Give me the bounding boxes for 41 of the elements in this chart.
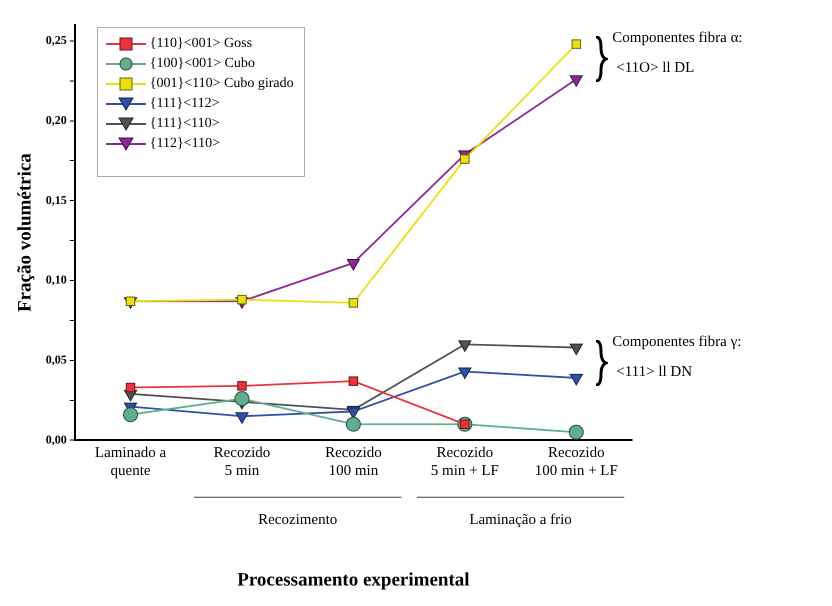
legend-label: {100}<001> Cubo [150,56,255,72]
point [568,424,584,440]
y-tick-label: 0,10 [46,272,67,287]
x-tick-label: Recozido 100 min + LF [534,445,618,480]
y-axis-title: Fração volumétrica [14,152,36,312]
x-axis-title: Processamento experimental [237,570,470,591]
point [346,416,361,432]
point [237,381,247,391]
y-tick-label: 0,00 [46,432,67,446]
annotation: <111> ll DN [616,364,692,381]
legend-label: {001}<110> Cubo girado [150,76,294,92]
annotation: <11O> ll DL [616,60,694,78]
text: Laminação a frio [469,512,572,528]
point [123,407,138,422]
annotation: Componentes fibra γ: [612,334,742,351]
point [570,344,583,356]
y-tick-label: 0,20 [46,112,67,127]
y-tick-label: 0,05 [46,352,67,366]
legend-label: {111}<110> [150,116,220,132]
x-tick-label: Recozido 100 min [325,445,382,480]
y-tick-label: 0,25 [46,33,67,48]
point [570,374,583,386]
point [458,368,472,380]
point [234,391,250,406]
x-tick-label: Recozido 5 min [214,445,270,480]
legend-label: {110}<001> Goss [150,36,252,52]
point [348,298,358,308]
x-tick-label: Laminado a quente [94,445,166,480]
point [126,382,136,392]
annotation: Componentes fibra α: [612,30,743,48]
legend-label: {111}<112> [150,96,220,112]
point [458,340,472,352]
point [460,154,470,164]
legend-label: {112}<110> [150,136,220,152]
point [570,75,583,87]
text: Recozimento [258,512,338,528]
point [348,376,358,386]
point [235,412,249,424]
x-tick-label: Recozido 5 min + LF [430,445,499,480]
y-tick-label: 0,15 [46,192,67,207]
point [346,258,360,270]
